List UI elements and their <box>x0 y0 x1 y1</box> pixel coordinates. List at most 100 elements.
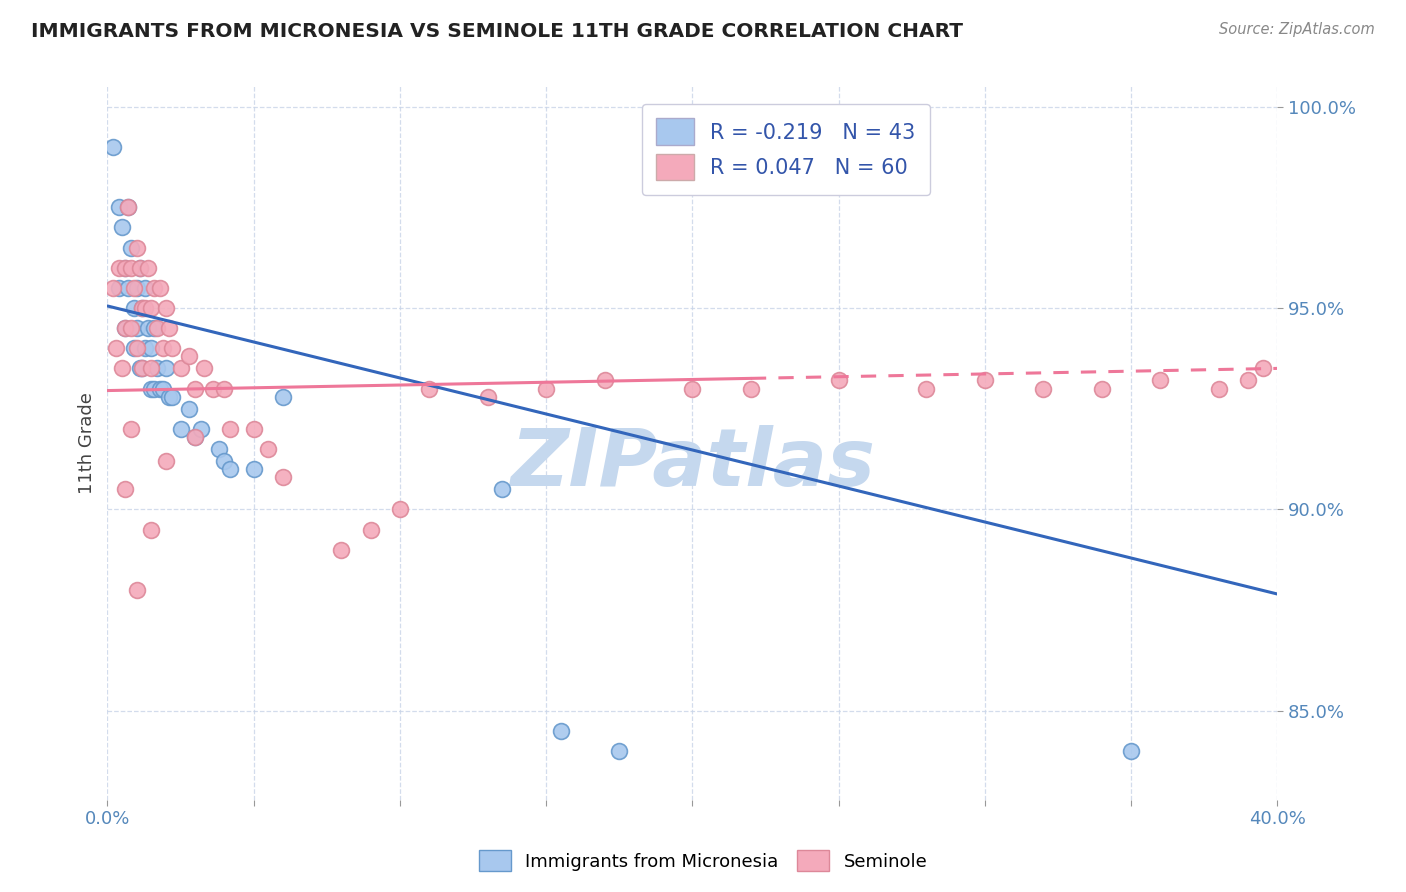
Point <box>219 422 242 436</box>
Point <box>477 390 499 404</box>
Point <box>136 260 159 275</box>
Point <box>1121 744 1143 758</box>
Point <box>155 361 177 376</box>
Point <box>111 220 134 235</box>
Point <box>117 200 139 214</box>
Point <box>152 341 174 355</box>
Point <box>160 341 183 355</box>
Point <box>128 260 150 275</box>
Point <box>155 301 177 315</box>
Point <box>201 382 224 396</box>
Point <box>143 321 166 335</box>
Point <box>179 349 201 363</box>
Point <box>214 454 236 468</box>
Point <box>114 483 136 497</box>
Point <box>131 361 153 376</box>
Point <box>214 382 236 396</box>
Point <box>593 374 616 388</box>
Point <box>491 483 513 497</box>
Point <box>184 382 207 396</box>
Point <box>143 382 166 396</box>
Point <box>271 470 294 484</box>
Point <box>169 422 191 436</box>
Point <box>122 341 145 355</box>
Point <box>134 281 156 295</box>
Point <box>360 523 382 537</box>
Point <box>681 382 703 396</box>
Point <box>179 401 201 416</box>
Point <box>136 321 159 335</box>
Point <box>146 361 169 376</box>
Point <box>141 301 163 315</box>
Point <box>1149 374 1171 388</box>
Point <box>974 374 997 388</box>
Point <box>114 260 136 275</box>
Point <box>108 200 131 214</box>
Point <box>184 430 207 444</box>
Point <box>157 390 180 404</box>
Point <box>125 240 148 254</box>
Point <box>131 301 153 315</box>
Point <box>1032 382 1054 396</box>
Point <box>157 321 180 335</box>
Point <box>242 422 264 436</box>
Point <box>114 321 136 335</box>
Point <box>125 582 148 597</box>
Point <box>207 442 229 456</box>
Point <box>190 422 212 436</box>
Point <box>330 542 353 557</box>
Point <box>149 281 172 295</box>
Text: Source: ZipAtlas.com: Source: ZipAtlas.com <box>1219 22 1375 37</box>
Point <box>117 281 139 295</box>
Point <box>740 382 762 396</box>
Y-axis label: 11th Grade: 11th Grade <box>79 392 96 494</box>
Point <box>128 361 150 376</box>
Point <box>103 140 125 154</box>
Text: ZIPatlas: ZIPatlas <box>510 425 875 503</box>
Point <box>1208 382 1230 396</box>
Point <box>117 200 139 214</box>
Point <box>120 240 142 254</box>
Point <box>915 382 938 396</box>
Point <box>219 462 242 476</box>
Point <box>152 382 174 396</box>
Point <box>184 430 207 444</box>
Point <box>388 502 411 516</box>
Legend: R = -0.219   N = 43, R = 0.047   N = 60: R = -0.219 N = 43, R = 0.047 N = 60 <box>641 103 931 195</box>
Point <box>607 744 630 758</box>
Point <box>122 301 145 315</box>
Point <box>103 281 125 295</box>
Point <box>120 321 142 335</box>
Point <box>418 382 440 396</box>
Point <box>169 361 191 376</box>
Point <box>155 454 177 468</box>
Point <box>114 321 136 335</box>
Point <box>1237 374 1260 388</box>
Point <box>534 382 557 396</box>
Point <box>143 281 166 295</box>
Point <box>160 390 183 404</box>
Point <box>131 361 153 376</box>
Point <box>134 341 156 355</box>
Text: IMMIGRANTS FROM MICRONESIA VS SEMINOLE 11TH GRADE CORRELATION CHART: IMMIGRANTS FROM MICRONESIA VS SEMINOLE 1… <box>31 22 963 41</box>
Point <box>122 281 145 295</box>
Point <box>111 361 134 376</box>
Point <box>120 422 142 436</box>
Point <box>128 260 150 275</box>
Point <box>149 382 172 396</box>
Point <box>141 341 163 355</box>
Point <box>257 442 280 456</box>
Point <box>134 301 156 315</box>
Point <box>146 321 169 335</box>
Point <box>141 382 163 396</box>
Point <box>1251 361 1274 376</box>
Point <box>242 462 264 476</box>
Point <box>125 281 148 295</box>
Point <box>827 374 849 388</box>
Point <box>1091 382 1114 396</box>
Point <box>114 260 136 275</box>
Point <box>131 301 153 315</box>
Point <box>108 260 131 275</box>
Point <box>141 361 163 376</box>
Point <box>120 260 142 275</box>
